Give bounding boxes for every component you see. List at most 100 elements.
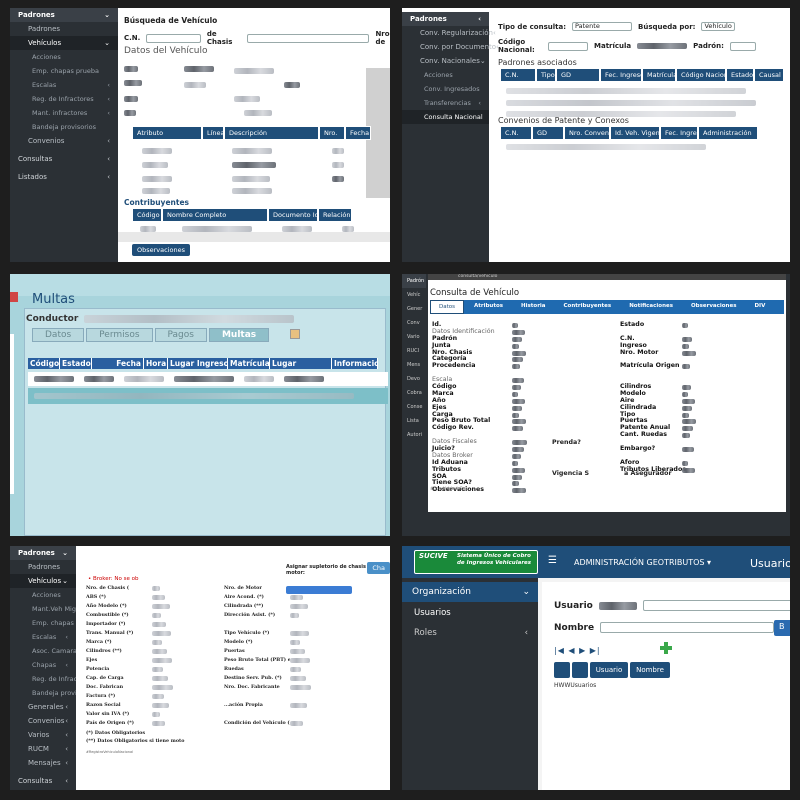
tab-atributos[interactable]: Atributos xyxy=(466,300,512,314)
sidebar-item[interactable]: RUCI xyxy=(407,348,420,354)
sidebar-item[interactable]: RUCM ‹ xyxy=(10,742,76,756)
sidebar-item[interactable]: Bandeja provisorios xyxy=(10,120,118,134)
table-header-cell[interactable]: Fecha xyxy=(92,358,144,369)
sidebar-item[interactable]: Mant.Veh Migrados xyxy=(10,602,94,616)
sidebar-item[interactable]: Mant. infractores ‹ xyxy=(10,106,118,120)
sidebar-item[interactable]: Bandeja provisorios xyxy=(10,686,96,700)
sidebar-item-usuarios[interactable]: Usuarios xyxy=(414,608,451,618)
sidebar-item[interactable]: Padrón xyxy=(402,274,426,288)
tab-multas[interactable]: Multas xyxy=(208,328,270,342)
sidebar-item[interactable]: Reg. de Infractores‹ xyxy=(10,92,118,106)
table-header-cell[interactable]: Documento Id. xyxy=(268,208,321,222)
sidebar-item[interactable]: Convenios ‹ xyxy=(10,714,76,728)
sidebar-item[interactable]: Vehículos ⌄ xyxy=(10,36,118,50)
table-header-cell[interactable]: Línea xyxy=(202,126,225,140)
table-header-cell[interactable]: Nro. xyxy=(319,126,345,140)
sidebar-item[interactable]: Reg. de Infractores‹ xyxy=(10,672,96,686)
sidebar-item[interactable]: Vario xyxy=(407,334,420,340)
sidebar-item[interactable]: Padrones ⌄ xyxy=(10,546,76,560)
sidebar-item[interactable]: Conv xyxy=(407,320,420,326)
sidebar-item[interactable]: Listados ‹ xyxy=(10,170,118,184)
sidebar-item[interactable]: Mens xyxy=(407,362,421,368)
tab-pagos[interactable]: Pagos xyxy=(154,328,207,342)
tab-observaciones[interactable]: Observaciones xyxy=(683,300,745,314)
sidebar-item[interactable]: Acciones xyxy=(10,588,76,602)
table-header-cell[interactable]: Código Nacional xyxy=(676,68,734,82)
nombre-input[interactable] xyxy=(600,622,775,633)
sidebar-item[interactable]: Escalas ‹ xyxy=(10,78,118,92)
sidebar-item[interactable]: Conv. por Documento ‹ xyxy=(402,40,499,54)
table-header-cell[interactable]: Id. Veh. Vigente xyxy=(610,126,666,140)
tab-notificaciones[interactable]: Notificaciones xyxy=(621,300,681,314)
table-header-cell[interactable]: Fec. Ingreso xyxy=(660,126,704,140)
table-header-cell[interactable]: Código xyxy=(132,208,162,222)
table-header-cell[interactable]: Fec. Ingreso xyxy=(600,68,644,82)
table-header-cell[interactable]: Tipo xyxy=(536,68,556,82)
sidebar-item[interactable]: Lista xyxy=(407,418,419,424)
sidebar-item[interactable]: Acciones xyxy=(10,50,118,64)
sidebar-item-roles[interactable]: Roles ‹ xyxy=(414,628,528,638)
menu-icon[interactable]: ☰ xyxy=(548,555,557,566)
table-header-cell[interactable]: Atributo xyxy=(132,126,202,140)
sidebar-item[interactable]: Varios ‹ xyxy=(10,728,76,742)
tab-datos[interactable]: Datos xyxy=(32,328,85,342)
sidebar-item[interactable]: Padrones xyxy=(10,560,76,574)
table-header-cell[interactable]: Nombre xyxy=(630,662,670,678)
tab-datos[interactable]: Datos xyxy=(430,300,464,314)
table-header-cell[interactable]: Matrícula xyxy=(228,358,270,369)
table-header-cell[interactable]: Lugar xyxy=(270,358,332,369)
chasis-input[interactable] xyxy=(247,33,370,43)
tab-permisos[interactable]: Permisos xyxy=(86,328,153,342)
table-header-cell[interactable]: Informacio xyxy=(332,358,378,369)
sidebar-item[interactable]: Chapas ‹ xyxy=(10,658,76,672)
sidebar-item[interactable]: Conv. Regularización ‹ xyxy=(402,26,496,40)
table-header-cell[interactable]: Descripción xyxy=(224,126,319,140)
sidebar-item[interactable]: Padrones ⌄ xyxy=(10,8,118,22)
sidebar-item[interactable]: Consultas ‹ xyxy=(10,774,76,788)
sidebar-item[interactable]: Asoc. Camaras de aut‹ xyxy=(10,644,106,658)
tab-historia[interactable]: Historia xyxy=(513,300,554,314)
table-header-cell[interactable]: Causal xyxy=(754,68,784,82)
sidebar-item[interactable]: Vehículos ⌄ xyxy=(10,574,76,588)
busqueda-por-select[interactable]: Vehículo xyxy=(701,22,736,31)
tab-contribuyentes[interactable]: Contribuyentes xyxy=(555,300,620,314)
add-icon[interactable] xyxy=(660,642,672,654)
table-header-cell[interactable]: Lugar Ingreso xyxy=(168,358,228,369)
sidebar-item[interactable]: Convenios ‹ xyxy=(10,134,118,148)
table-header-cell[interactable]: Nro. Convenio xyxy=(564,126,615,140)
observaciones-button[interactable]: Observaciones xyxy=(132,244,190,256)
table-header-cell[interactable] xyxy=(554,662,570,678)
table-header-cell[interactable]: GD xyxy=(532,126,564,140)
table-header-cell[interactable]: Administración xyxy=(698,126,758,140)
codigo-nacional-input[interactable] xyxy=(548,41,588,51)
sidebar-item[interactable]: Transferencias ‹ xyxy=(402,96,489,110)
sidebar-item[interactable]: Emp. chapas prueba xyxy=(10,616,99,630)
table-header-cell[interactable]: C.N. xyxy=(500,126,532,140)
table-header-cell[interactable]: Estado xyxy=(726,68,754,82)
padron-input[interactable] xyxy=(729,41,756,51)
sidebar-item[interactable]: Gener xyxy=(407,306,423,312)
usuario-input[interactable] xyxy=(642,600,790,611)
sidebar-item-organizacion[interactable]: Organización ⌄ xyxy=(402,582,538,602)
sidebar-item[interactable]: Acciones xyxy=(402,68,489,82)
table-header-cell[interactable]: Relación xyxy=(318,208,352,222)
table-header-cell[interactable]: Hora xyxy=(144,358,168,369)
tipo-consulta-select[interactable]: Patente xyxy=(572,22,632,31)
table-header-cell[interactable]: Nombre Completo xyxy=(162,208,268,222)
sidebar-item[interactable]: Conse xyxy=(407,404,423,410)
table-header-cell[interactable]: C.N. xyxy=(500,68,536,82)
table-header-cell[interactable]: Fecha xyxy=(345,126,371,140)
sidebar-item[interactable]: Mensajes ‹ xyxy=(10,756,76,770)
sidebar-item[interactable]: Consultas ‹ xyxy=(10,152,118,166)
sidebar-item[interactable]: Consulta Nacional xyxy=(402,110,489,124)
module-dropdown[interactable]: ADMINISTRACIÓN GEOTRIBUTOS ▾ xyxy=(574,558,712,567)
buscar-button[interactable]: B xyxy=(774,620,790,636)
sidebar-item[interactable]: Generales ‹ xyxy=(10,700,76,714)
sidebar-item[interactable]: Conv. Ingresados xyxy=(402,82,489,96)
sidebar-item[interactable]: Devo xyxy=(407,376,420,382)
sidebar-item[interactable]: Vehíc xyxy=(407,292,421,298)
table-header-cell[interactable]: GD xyxy=(556,68,600,82)
table-header-cell[interactable]: Usuario xyxy=(590,662,628,678)
sidebar-item[interactable]: Emp. chapas prueba xyxy=(10,64,118,78)
sidebar-item[interactable]: Autori xyxy=(407,432,423,438)
